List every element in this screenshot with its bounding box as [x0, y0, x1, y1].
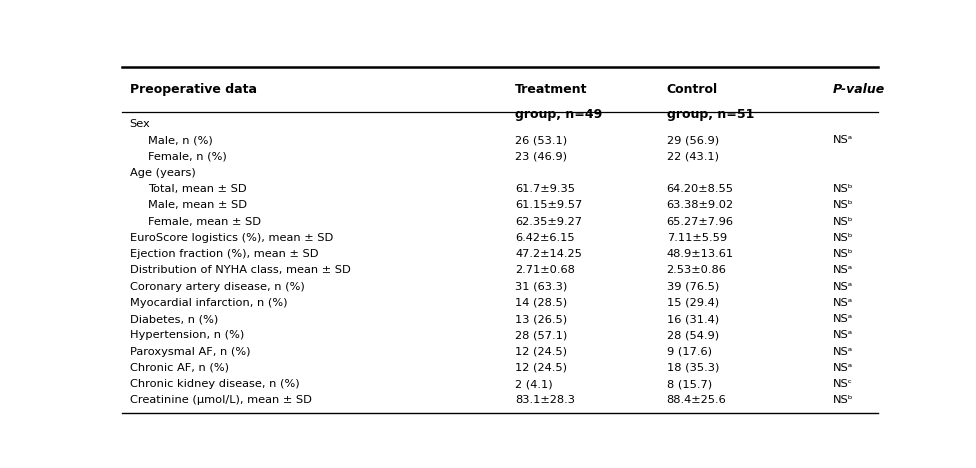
Text: 47.2±14.25: 47.2±14.25	[515, 249, 583, 259]
Text: EuroScore logistics (%), mean ± SD: EuroScore logistics (%), mean ± SD	[130, 233, 333, 243]
Text: NSᵃ: NSᵃ	[834, 363, 853, 373]
Text: 29 (56.9): 29 (56.9)	[667, 135, 718, 146]
Text: Sex: Sex	[130, 119, 150, 129]
Text: NSᵃ: NSᵃ	[834, 314, 853, 324]
Text: 39 (76.5): 39 (76.5)	[667, 282, 719, 292]
Text: Chronic kidney disease, n (%): Chronic kidney disease, n (%)	[130, 379, 300, 389]
Text: 62.35±9.27: 62.35±9.27	[515, 217, 583, 227]
Text: NSᵇ: NSᵇ	[834, 233, 854, 243]
Text: 8 (15.7): 8 (15.7)	[667, 379, 712, 389]
Text: Coronary artery disease, n (%): Coronary artery disease, n (%)	[130, 282, 305, 292]
Text: 61.15±9.57: 61.15±9.57	[515, 200, 583, 211]
Text: Hypertension, n (%): Hypertension, n (%)	[130, 330, 244, 340]
Text: P-value: P-value	[834, 83, 885, 96]
Text: group, n=49: group, n=49	[515, 109, 602, 121]
Text: 2 (4.1): 2 (4.1)	[515, 379, 553, 389]
Text: Male, mean ± SD: Male, mean ± SD	[148, 200, 248, 211]
Text: 48.9±13.61: 48.9±13.61	[667, 249, 734, 259]
Text: 2.71±0.68: 2.71±0.68	[515, 265, 575, 276]
Text: 63.38±9.02: 63.38±9.02	[667, 200, 734, 211]
Text: 28 (57.1): 28 (57.1)	[515, 330, 568, 340]
Text: 22 (43.1): 22 (43.1)	[667, 152, 718, 162]
Text: 12 (24.5): 12 (24.5)	[515, 363, 567, 373]
Text: 9 (17.6): 9 (17.6)	[667, 347, 712, 357]
Text: NSᶜ: NSᶜ	[834, 379, 853, 389]
Text: NSᵇ: NSᵇ	[834, 395, 854, 405]
Text: 31 (63.3): 31 (63.3)	[515, 282, 568, 292]
Text: 26 (53.1): 26 (53.1)	[515, 135, 567, 146]
Text: 13 (26.5): 13 (26.5)	[515, 314, 567, 324]
Text: Distribution of NYHA class, mean ± SD: Distribution of NYHA class, mean ± SD	[130, 265, 350, 276]
Text: 23 (46.9): 23 (46.9)	[515, 152, 567, 162]
Text: 61.7±9.35: 61.7±9.35	[515, 184, 575, 194]
Text: NSᵃ: NSᵃ	[834, 135, 853, 146]
Text: Paroxysmal AF, n (%): Paroxysmal AF, n (%)	[130, 347, 250, 357]
Text: 18 (35.3): 18 (35.3)	[667, 363, 719, 373]
Text: 2.53±0.86: 2.53±0.86	[667, 265, 726, 276]
Text: 14 (28.5): 14 (28.5)	[515, 298, 567, 308]
Text: Female, n (%): Female, n (%)	[148, 152, 227, 162]
Text: 16 (31.4): 16 (31.4)	[667, 314, 718, 324]
Text: NSᵃ: NSᵃ	[834, 282, 853, 292]
Text: 83.1±28.3: 83.1±28.3	[515, 395, 575, 405]
Text: 65.27±7.96: 65.27±7.96	[667, 217, 734, 227]
Text: NSᵇ: NSᵇ	[834, 217, 854, 227]
Text: 88.4±25.6: 88.4±25.6	[667, 395, 726, 405]
Text: Diabetes, n (%): Diabetes, n (%)	[130, 314, 218, 324]
Text: 15 (29.4): 15 (29.4)	[667, 298, 718, 308]
Text: 28 (54.9): 28 (54.9)	[667, 330, 718, 340]
Text: Chronic AF, n (%): Chronic AF, n (%)	[130, 363, 228, 373]
Text: Treatment: Treatment	[515, 83, 588, 96]
Text: Male, n (%): Male, n (%)	[148, 135, 213, 146]
Text: Age (years): Age (years)	[130, 168, 195, 178]
Text: NSᵇ: NSᵇ	[834, 249, 854, 259]
Text: NSᵃ: NSᵃ	[834, 347, 853, 357]
Text: group, n=51: group, n=51	[667, 109, 754, 121]
Text: 7.11±5.59: 7.11±5.59	[667, 233, 727, 243]
Text: NSᵇ: NSᵇ	[834, 184, 854, 194]
Text: Myocardial infarction, n (%): Myocardial infarction, n (%)	[130, 298, 287, 308]
Text: NSᵃ: NSᵃ	[834, 298, 853, 308]
Text: NSᵃ: NSᵃ	[834, 330, 853, 340]
Text: 64.20±8.55: 64.20±8.55	[667, 184, 734, 194]
Text: Creatinine (μmol/L), mean ± SD: Creatinine (μmol/L), mean ± SD	[130, 395, 311, 405]
Text: NSᵃ: NSᵃ	[834, 265, 853, 276]
Text: Preoperative data: Preoperative data	[130, 83, 257, 96]
Text: Ejection fraction (%), mean ± SD: Ejection fraction (%), mean ± SD	[130, 249, 318, 259]
Text: Total, mean ± SD: Total, mean ± SD	[148, 184, 247, 194]
Text: NSᵇ: NSᵇ	[834, 200, 854, 211]
Text: 6.42±6.15: 6.42±6.15	[515, 233, 575, 243]
Text: Female, mean ± SD: Female, mean ± SD	[148, 217, 262, 227]
Text: Control: Control	[667, 83, 717, 96]
Text: 12 (24.5): 12 (24.5)	[515, 347, 567, 357]
